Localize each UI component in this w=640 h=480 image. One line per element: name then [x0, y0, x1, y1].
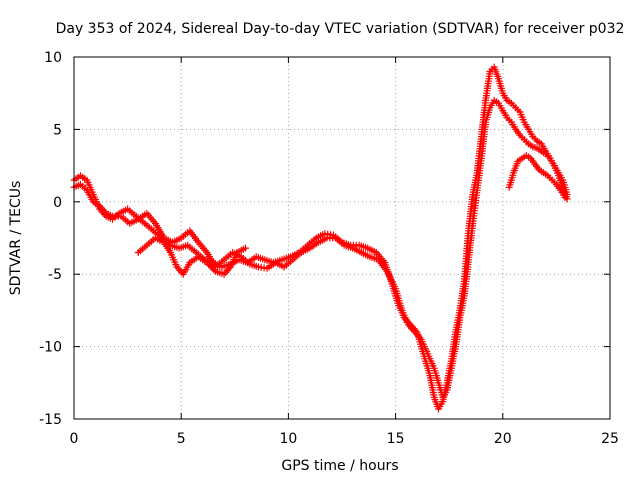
x-tick-label: 20 — [494, 431, 512, 447]
data-point-marker — [561, 193, 569, 201]
y-tick-label: 10 — [44, 50, 62, 66]
y-tick-label: 5 — [53, 122, 62, 138]
chart-title: Day 353 of 2024, Sidereal Day-to-day VTE… — [56, 21, 625, 37]
y-axis-label: SDTVAR / TECUs — [8, 181, 24, 296]
y-tick-label: -10 — [39, 340, 62, 356]
data-point-marker — [242, 244, 250, 252]
x-axis-label: GPS time / hours — [281, 458, 398, 474]
series-p032-late — [505, 152, 569, 201]
x-tick-label: 15 — [387, 431, 405, 447]
data-point-marker — [206, 262, 214, 270]
plot-frame — [73, 56, 611, 420]
tick-layer: 0 5 10 15 20 25 -15 -10 -5 0 5 10 — [39, 50, 619, 447]
data-point-marker — [210, 266, 218, 274]
series-p032-secondary — [70, 96, 571, 401]
x-tick-label: 10 — [279, 431, 297, 447]
y-tick-label: -5 — [48, 267, 62, 283]
series-p032-tertiary — [134, 234, 250, 278]
x-tick-label: 5 — [177, 431, 186, 447]
x-tick-label: 0 — [70, 431, 79, 447]
x-tick-label: 25 — [601, 431, 619, 447]
y-tick-label: -15 — [39, 412, 62, 428]
series-layer — [70, 63, 571, 413]
series-trace — [72, 99, 569, 399]
y-tick-label: 0 — [53, 195, 62, 211]
